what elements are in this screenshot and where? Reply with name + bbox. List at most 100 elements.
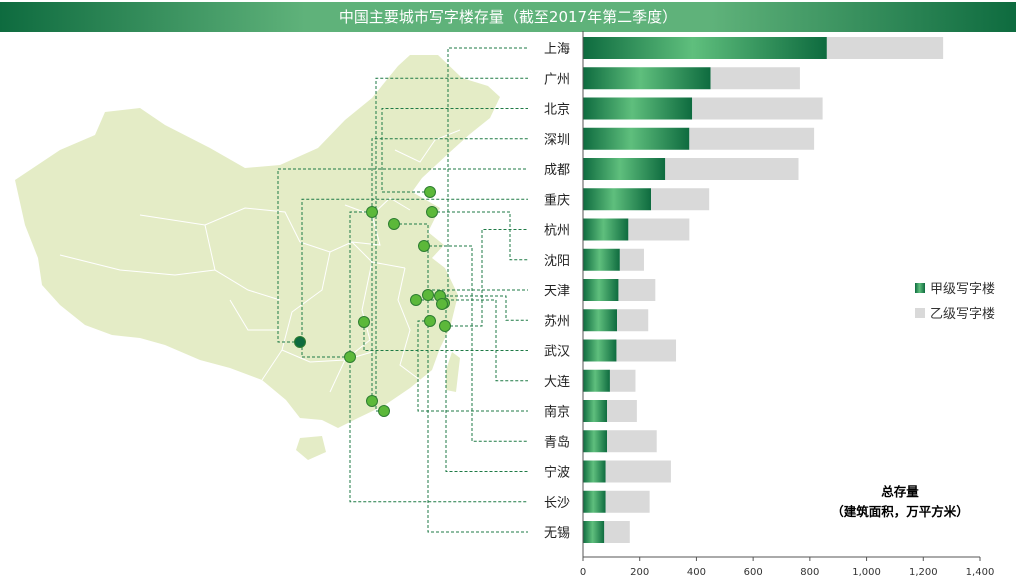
city-dot-12: [424, 315, 436, 327]
city-label-3: 深圳: [544, 133, 570, 148]
china-map: [15, 55, 500, 460]
taiwan-island-shape: [446, 352, 460, 392]
city-dot-2: [424, 186, 436, 198]
city-label-16: 无锡: [544, 526, 570, 541]
bar-grade-a-15: [583, 490, 606, 513]
leader-line-5: [301, 198, 528, 358]
bar-grade-a-2: [583, 97, 693, 120]
bar-grade-a-16: [583, 521, 605, 543]
bar-grade-b-4: [665, 158, 799, 180]
china-mainland-shape: [15, 55, 500, 428]
legend: 甲级写字楼 乙级写字楼: [915, 282, 995, 322]
leader-line-16: [394, 223, 528, 533]
bar-grade-b-7: [619, 248, 644, 271]
bar-grade-a-6: [583, 218, 629, 241]
bar-grade-a-1: [583, 67, 711, 90]
leader-line-13: [424, 245, 528, 442]
bar-grade-a-3: [583, 127, 690, 150]
x-axis-ticks: 0 200 400 600 800 1,000 1,200 1,400: [580, 557, 995, 578]
bar-grade-a-12: [583, 400, 608, 422]
hainan-island-shape: [296, 436, 326, 460]
city-label-5: 重庆: [544, 192, 570, 208]
x-tick-label-1: 200: [630, 567, 649, 578]
bar-grade-a-9: [583, 309, 618, 332]
city-label-14: 宁波: [544, 465, 570, 481]
city-dot-16: [388, 218, 400, 230]
leader-line-1: [375, 77, 528, 412]
bar-grade-b-6: [628, 218, 690, 241]
bar-grade-a-4: [583, 158, 666, 180]
city-dot-13: [418, 240, 430, 252]
leader-lines: [277, 47, 528, 533]
note-line-1: 总存量: [881, 484, 919, 499]
bar-grade-a-5: [583, 188, 652, 211]
legend-swatch-grade-a: [915, 283, 925, 293]
city-label-1: 广州: [544, 72, 570, 87]
city-dot-1: [378, 405, 390, 417]
leader-line-7: [432, 211, 528, 261]
bar-grade-b-16: [604, 521, 630, 543]
city-label-12: 南京: [544, 404, 570, 420]
city-label-4: 成都: [544, 163, 570, 178]
x-tick-label-4: 800: [800, 567, 819, 578]
bar-grade-a-10: [583, 339, 617, 362]
province-borders: [59, 129, 461, 393]
city-label-11: 大连: [544, 374, 570, 390]
leader-line-6: [445, 229, 528, 327]
x-tick-label-7: 1,400: [966, 567, 995, 578]
x-tick-label-0: 0: [580, 567, 586, 578]
bar-grade-b-5: [651, 188, 710, 211]
city-label-6: 杭州: [544, 224, 570, 239]
bar-grade-b-14: [605, 460, 671, 483]
bar-grade-a-13: [583, 430, 608, 453]
city-dot-4: [294, 336, 306, 348]
bar-grade-a-11: [583, 369, 610, 392]
bar-grade-b-1: [710, 67, 800, 90]
city-dots: [294, 186, 451, 417]
x-tick-label-3: 600: [744, 567, 763, 578]
city-dot-6: [439, 320, 451, 332]
city-dot-5: [344, 351, 356, 363]
city-dot-8: [422, 289, 434, 301]
leader-line-4: [277, 168, 528, 343]
bar-grade-a-7: [583, 248, 620, 271]
leader-line-10: [363, 322, 528, 351]
city-label-9: 苏州: [544, 313, 570, 329]
city-dot-15: [366, 206, 378, 218]
bar-grade-b-15: [605, 490, 650, 513]
x-axis: 0 200 400 600 800 1,000 1,200 1,400: [580, 31, 995, 578]
bar-grade-b-9: [617, 309, 649, 332]
city-label-2: 北京: [544, 103, 570, 118]
axis-note: 总存量 （建筑面积，万平方米）: [831, 484, 969, 519]
bar-grade-b-0: [826, 37, 944, 59]
city-dot-10: [358, 316, 370, 328]
x-tick-label-5: 1,000: [852, 567, 881, 578]
city-label-0: 上海: [544, 42, 570, 57]
legend-label-grade-b: 乙级写字楼: [930, 307, 995, 322]
bar-grade-b-13: [607, 430, 657, 453]
city-dot-14: [436, 298, 448, 310]
legend-swatch-grade-b: [915, 308, 925, 318]
city-label-10: 武汉: [544, 345, 570, 360]
x-tick-label-6: 1,200: [909, 567, 938, 578]
city-label-7: 沈阳: [544, 254, 570, 269]
note-line-2: （建筑面积，万平方米）: [831, 504, 969, 519]
chart-title: 中国主要城市写字楼存量（截至2017年第二季度）: [0, 2, 1016, 32]
bar-grade-b-10: [616, 339, 677, 362]
bar-grade-a-14: [583, 460, 606, 483]
city-dot-11: [410, 294, 422, 306]
city-label-8: 天津: [544, 284, 570, 299]
legend-label-grade-a: 甲级写字楼: [930, 282, 995, 297]
bars: [583, 37, 944, 543]
city-dot-3: [366, 395, 378, 407]
leader-line-11: [416, 299, 528, 382]
bar-grade-a-0: [583, 37, 827, 59]
city-label-15: 长沙: [544, 496, 570, 511]
bar-grade-b-8: [618, 279, 656, 301]
bar-grade-b-12: [607, 400, 637, 422]
bar-grade-a-8: [583, 279, 619, 301]
city-label-13: 青岛: [544, 434, 570, 450]
bar-grade-b-2: [692, 97, 823, 120]
